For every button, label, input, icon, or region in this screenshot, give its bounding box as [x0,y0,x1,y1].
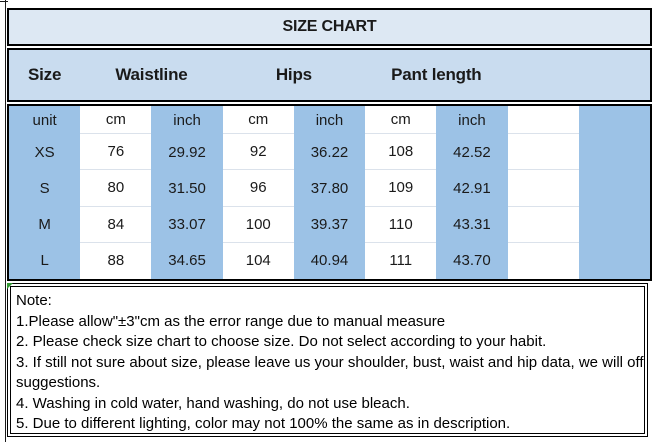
chart-title-bar: SIZE CHART [7,8,652,46]
data-cell: 96 [222,170,294,207]
excel-error-indicator-icon [7,283,13,289]
data-cell: 109 [365,170,437,207]
data-cell: 88 [80,242,152,279]
notes-panel: Note: 1.Please allow"±3"cm as the error … [7,283,648,437]
header-hips: Hips [275,65,312,84]
header-size: Size [28,65,62,84]
header-pant-length: Pant length [391,65,482,84]
empty-cell [578,242,650,279]
unit-cell [507,106,579,134]
data-cell: 43.70 [436,242,508,279]
unit-cell: inch [293,106,366,134]
data-cell: 108 [365,134,437,171]
header-waistline: Waistline [115,65,188,84]
data-cell: 84 [80,206,152,243]
empty-cell [507,134,579,171]
unit-cell: cm [222,106,294,134]
note-line: 1.Please allow"±3"cm as the error range … [16,312,446,330]
data-cell: 80 [80,170,152,207]
data-cell: 29.92 [151,134,223,171]
note-line: 5. Due to different lighting, color may … [16,415,511,432]
data-cell: 39.37 [293,206,366,243]
size-label-cell: XS [9,134,81,171]
unit-cell: inch [436,106,508,134]
empty-cell [507,206,579,243]
unit-cell: inch [151,106,223,134]
data-cell: 110 [365,206,437,243]
data-cell: 33.07 [151,206,223,243]
empty-cell [578,170,650,207]
size-label-cell: L [9,242,81,279]
spreadsheet-gridline-vertical [5,0,6,442]
unit-cell: cm [80,106,152,134]
data-cell: 111 [365,242,437,279]
unit-cell: cm [365,106,437,134]
data-cell: 104 [222,242,294,279]
note-line: suggestions. [16,374,101,391]
page-title: SIZE CHART [282,18,377,35]
empty-cell [507,242,579,279]
note-line: 3. If still not sure about size, please … [16,353,648,371]
notes-heading: Note: [16,292,52,309]
empty-cell [507,170,579,207]
unit-cell [578,106,650,134]
data-cell: 36.22 [293,134,366,171]
spreadsheet-gridline-stub [0,1,8,2]
data-cell: 37.80 [293,170,366,207]
size-label-cell: S [9,170,81,207]
data-cell: 92 [222,134,294,171]
data-cell: 100 [222,206,294,243]
data-cell: 40.94 [293,242,366,279]
column-group-header-row: Size Waistline Hips Pant length [7,48,652,102]
data-cell: 34.65 [151,242,223,279]
unit-cell: unit [9,106,81,134]
data-cell: 42.91 [436,170,508,207]
note-line: 2. Please check size chart to choose siz… [16,333,547,350]
note-line: 4. Washing in cold water, hand washing, … [16,394,410,412]
data-cell: 43.31 [436,206,508,243]
data-cell: 31.50 [151,170,223,207]
empty-cell [578,134,650,171]
size-label-cell: M [9,206,81,243]
size-table: unit cm inch cm inch cm inch XS 76 29.92… [7,104,652,281]
data-cell: 76 [80,134,152,171]
data-cell: 42.52 [436,134,508,171]
empty-cell [578,206,650,243]
